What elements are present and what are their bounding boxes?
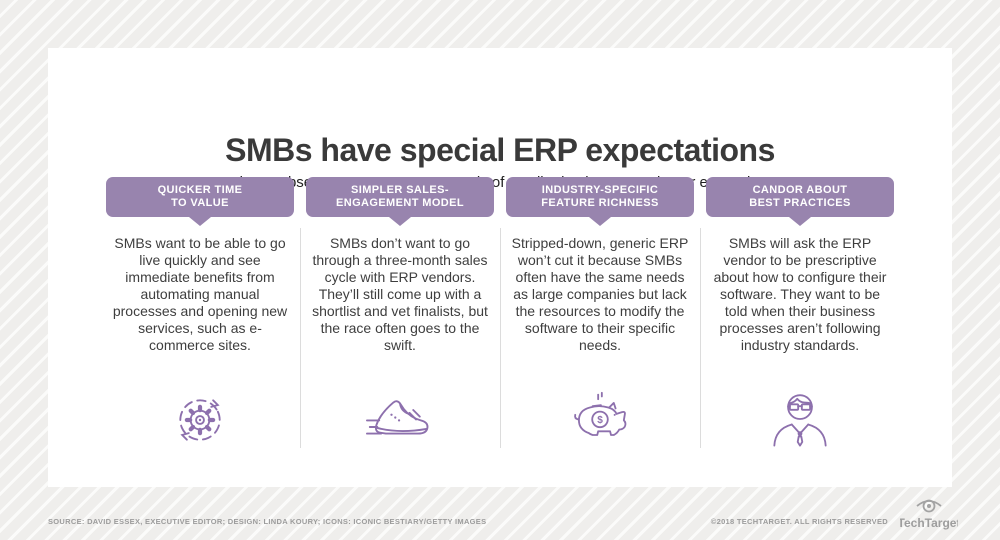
column-simpler-sales-engagement: SIMPLER SALES- ENGAGEMENT MODEL SMBs don… [300, 177, 500, 457]
column-body-text: SMBs want to be able to go live quickly … [112, 235, 288, 353]
techtarget-logo: TechTarget [898, 496, 960, 537]
header-tab-label: CANDOR ABOUT BEST PRACTICES [749, 183, 851, 210]
advisor-person-icon [700, 390, 900, 448]
column-quicker-time-to-value: QUICKER TIME TO VALUE SMBs want to be ab… [100, 177, 300, 457]
column-divider [300, 228, 301, 448]
footer-copyright: ©2018 TECHTARGET. ALL RIGHTS RESERVED [710, 517, 888, 526]
header-tab-label: QUICKER TIME TO VALUE [157, 183, 243, 210]
column-body-text: Stripped-down, generic ERP won’t cut it … [511, 235, 689, 353]
page-title: SMBs have special ERP expectations [225, 132, 775, 168]
column-body-text: SMBs don’t want to go through a three-mo… [312, 235, 488, 353]
column-industry-specific-features: INDUSTRY-SPECIFIC FEATURE RICHNESS Strip… [500, 177, 700, 457]
columns-row: QUICKER TIME TO VALUE SMBs want to be ab… [100, 177, 900, 457]
piggy-bank-icon: $ [500, 390, 700, 447]
svg-text:$: $ [597, 415, 603, 426]
header-tab: SIMPLER SALES- ENGAGEMENT MODEL [306, 177, 494, 217]
column-body-text: SMBs will ask the ERP vendor to be presc… [713, 235, 887, 353]
header-tab-label: SIMPLER SALES- ENGAGEMENT MODEL [335, 183, 464, 210]
running-shoe-icon [300, 390, 500, 447]
brand-wordmark: TechTarget [900, 516, 958, 530]
header-tab: INDUSTRY-SPECIFIC FEATURE RICHNESS [506, 177, 694, 217]
header-tab: CANDOR ABOUT BEST PRACTICES [706, 177, 894, 217]
column-divider [700, 228, 701, 448]
column-candor-best-practices: CANDOR ABOUT BEST PRACTICES SMBs will as… [700, 177, 900, 457]
gear-cycle-icon [100, 390, 300, 450]
header-tab-label: INDUSTRY-SPECIFIC FEATURE RICHNESS [541, 183, 659, 210]
header-tab: QUICKER TIME TO VALUE [106, 177, 294, 217]
footer-source-credit: SOURCE: DAVID ESSEX, EXECUTIVE EDITOR; D… [48, 517, 487, 526]
eye-icon [916, 499, 942, 513]
column-divider [500, 228, 501, 448]
